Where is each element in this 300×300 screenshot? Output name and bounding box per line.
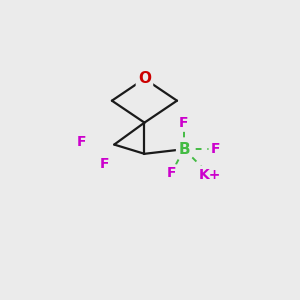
- Text: F: F: [77, 135, 86, 149]
- Text: F: F: [179, 116, 189, 130]
- Text: F: F: [167, 167, 176, 180]
- Text: F: F: [211, 142, 220, 156]
- Text: K+: K+: [198, 168, 221, 182]
- Text: O: O: [138, 71, 151, 86]
- Text: F: F: [100, 157, 110, 171]
- Text: B: B: [178, 142, 190, 157]
